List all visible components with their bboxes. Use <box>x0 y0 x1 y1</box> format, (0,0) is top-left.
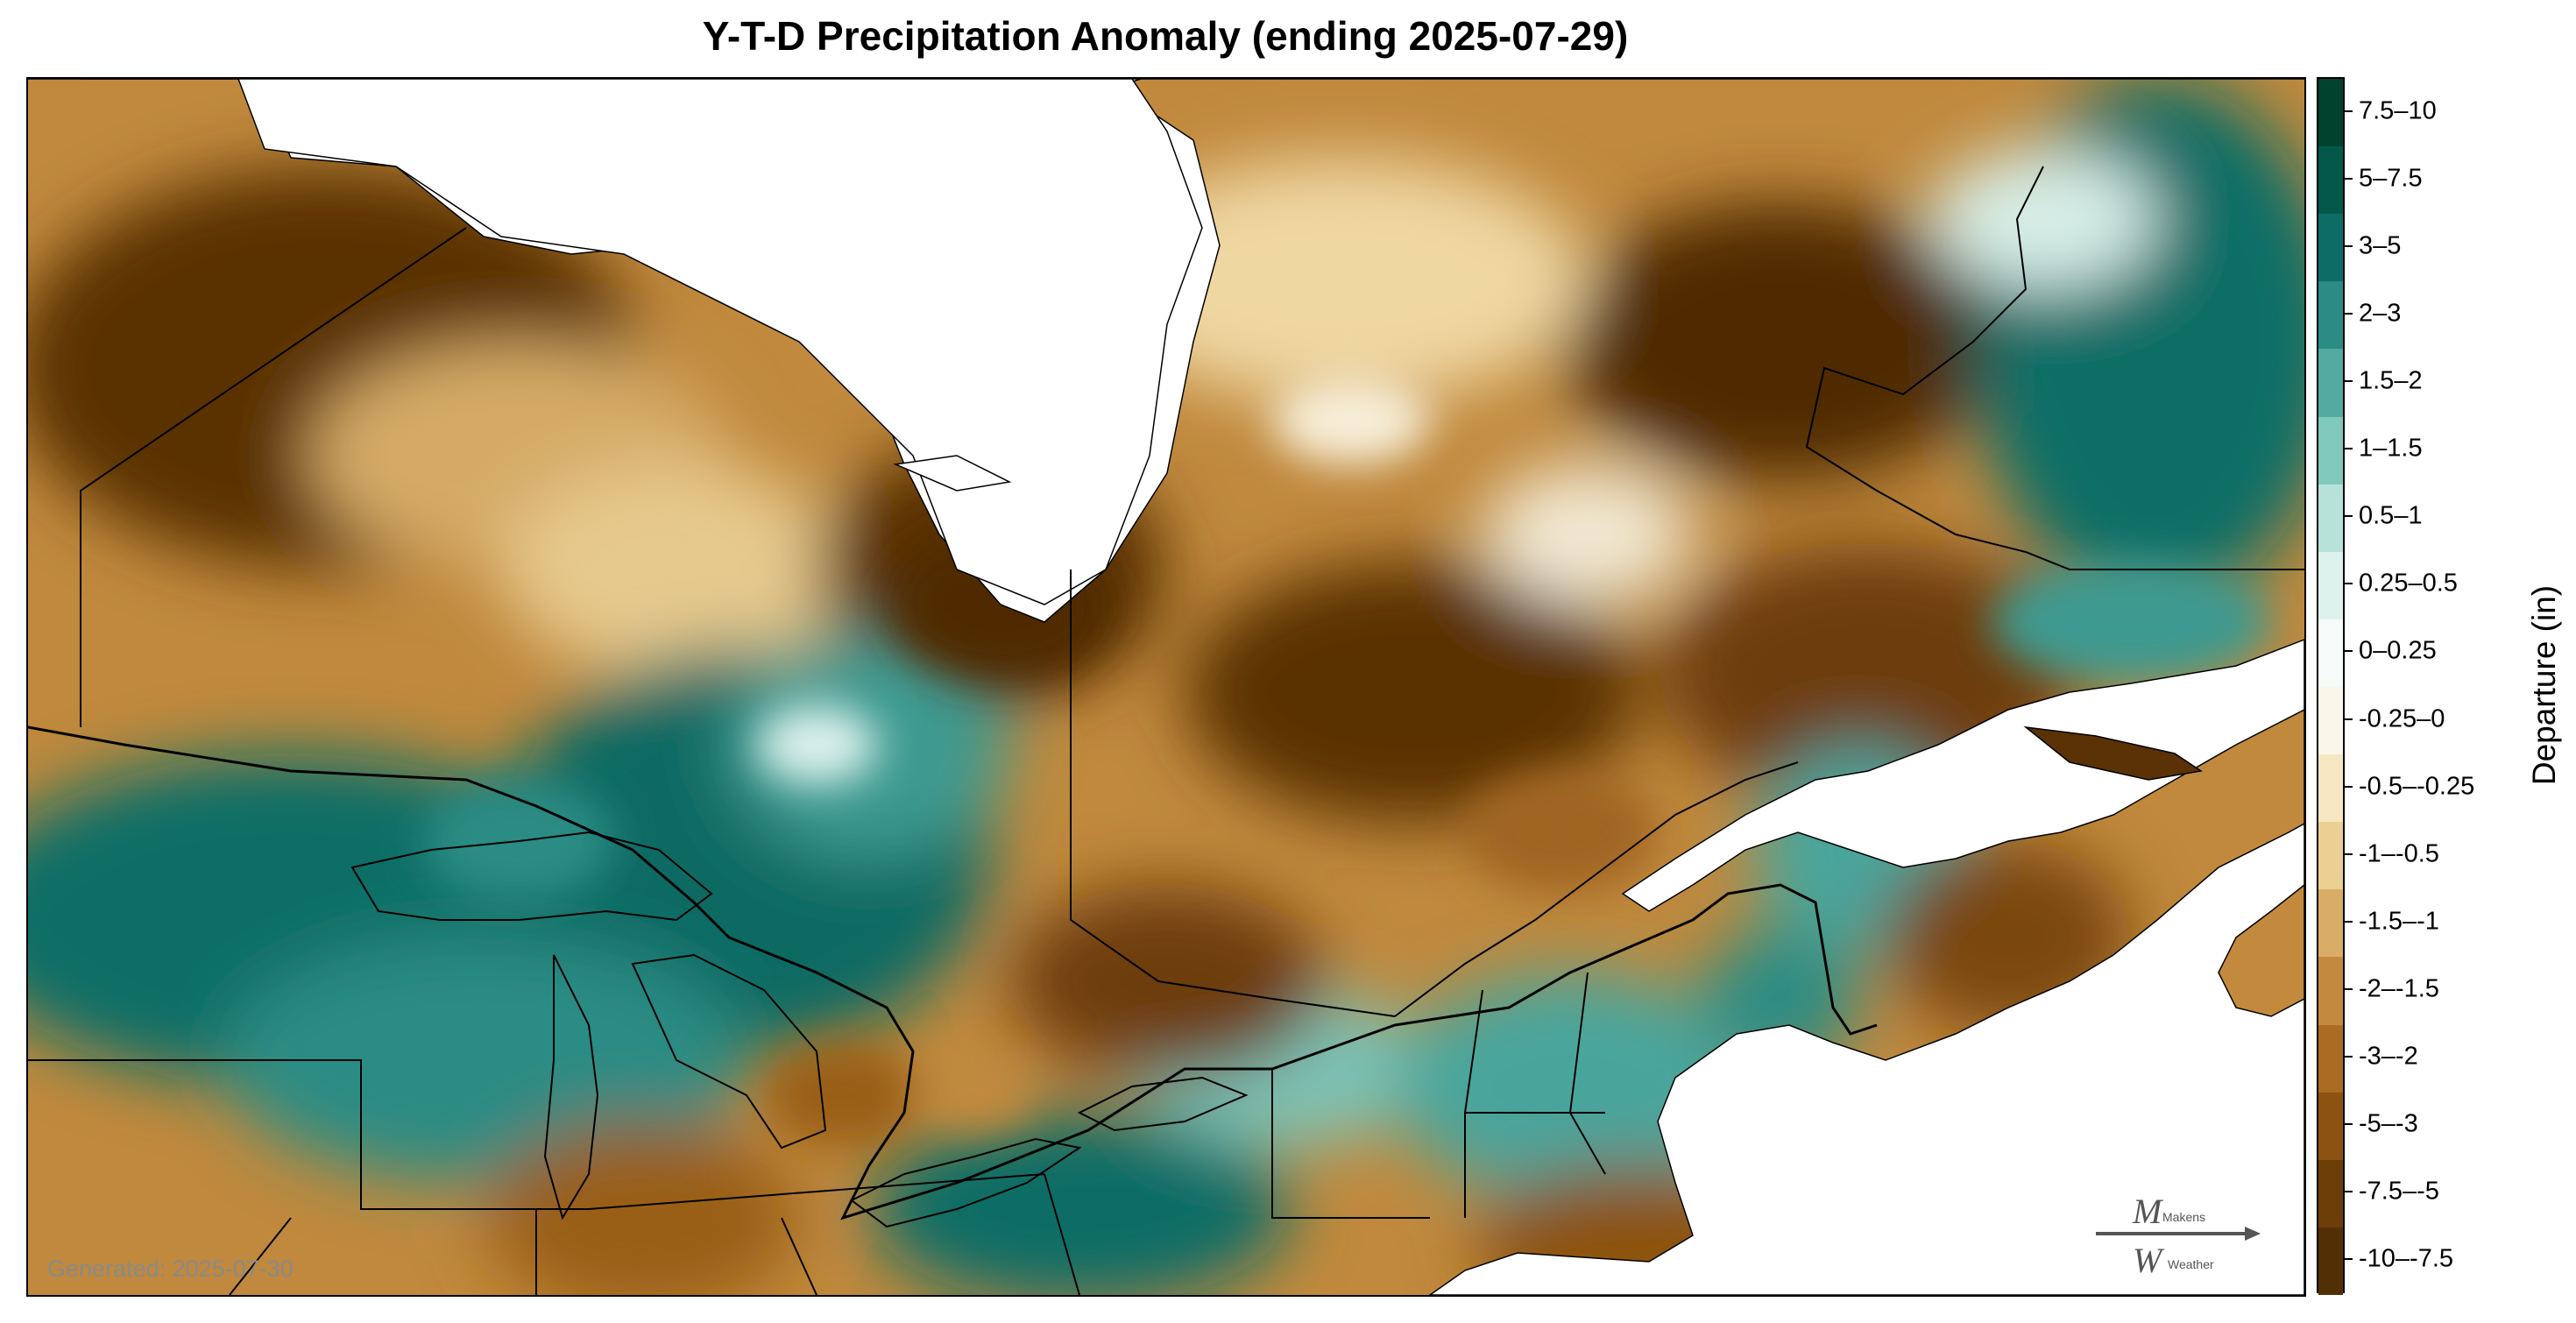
legend-label: 1.5–2 <box>2359 366 2423 395</box>
legend-tick <box>2345 583 2353 585</box>
legend-label: 0.5–1 <box>2359 501 2423 530</box>
legend-swatch <box>2318 1227 2343 1296</box>
page-title: Y-T-D Precipitation Anomaly (ending 2025… <box>702 13 1629 59</box>
legend-label: 3–5 <box>2359 231 2402 260</box>
manitoba-ontario-border <box>80 227 467 727</box>
legend-swatch <box>2318 1159 2343 1228</box>
legend-swatch <box>2318 822 2343 890</box>
labrador-quebec-border <box>1805 166 2304 570</box>
legend-label: 7.5–10 <box>2359 96 2437 125</box>
legend-label: 0.25–0.5 <box>2359 569 2458 598</box>
us-states <box>28 972 1606 1295</box>
legend-swatch <box>2318 416 2343 485</box>
gulf-of-st-lawrence <box>1621 639 2304 912</box>
makens-weather-logo: M Makens W Weather <box>2096 1192 2262 1280</box>
legend-label: -1–-0.5 <box>2359 839 2439 868</box>
legend-tick <box>2345 177 2353 180</box>
map-panel[interactable]: Generated: 2025-07-30 M Makens W Weather <box>26 77 2306 1297</box>
newfoundland <box>2218 884 2304 1017</box>
legend-swatch <box>2318 619 2343 688</box>
legend-label: 0–0.25 <box>2359 636 2437 665</box>
legend-swatch <box>2318 349 2343 418</box>
legend-tick <box>2345 515 2353 518</box>
legend-tick <box>2345 1056 2353 1058</box>
legend-swatch <box>2318 214 2343 282</box>
legend-swatch <box>2318 146 2343 215</box>
anticosti-island <box>2023 725 2203 781</box>
legend-tick <box>2345 920 2353 923</box>
legend-swatch <box>2318 79 2343 147</box>
legend-tick <box>2345 988 2353 990</box>
legend-tick <box>2345 448 2353 450</box>
james-bay-island <box>893 455 1012 492</box>
ontario-quebec-border <box>1070 570 1396 1017</box>
legend-swatch <box>2318 281 2343 350</box>
legend-tick <box>2345 312 2353 315</box>
legend-label: -1.5–-1 <box>2359 907 2439 936</box>
legend-swatch <box>2318 551 2343 620</box>
lake-ontario <box>1077 1076 1249 1132</box>
lake-superior <box>350 831 713 922</box>
legend-tick <box>2345 1191 2353 1193</box>
generated-timestamp: Generated: 2025-07-30 <box>47 1256 294 1282</box>
atlantic-ocean <box>1428 648 2304 1295</box>
legend-label: 5–7.5 <box>2359 164 2423 193</box>
legend-tick <box>2345 718 2353 720</box>
svg-text:Makens: Makens <box>2162 1210 2205 1224</box>
legend-label: -10–-7.5 <box>2359 1244 2454 1273</box>
legend-label: -0.25–0 <box>2359 704 2445 733</box>
legend-swatch <box>2318 889 2343 958</box>
legend-colorbar <box>2317 77 2345 1296</box>
legend-label: -2–-1.5 <box>2359 974 2439 1003</box>
legend-tick <box>2345 1258 2353 1261</box>
legend-title: Departure (in) <box>2526 584 2562 786</box>
hudson-bay-main <box>28 79 1203 605</box>
legend-tick <box>2345 853 2353 855</box>
svg-text:M: M <box>2132 1192 2164 1231</box>
legend-swatch <box>2318 754 2343 823</box>
legend-swatch <box>2318 484 2343 553</box>
legend-tick <box>2345 244 2353 247</box>
legend-swatch <box>2318 957 2343 1026</box>
legend-label: -0.5–-0.25 <box>2359 772 2475 801</box>
legend-label: -7.5–-5 <box>2359 1177 2439 1206</box>
legend-swatch <box>2318 687 2343 755</box>
legend-label: 2–3 <box>2359 299 2402 328</box>
svg-text:W: W <box>2133 1241 2165 1279</box>
legend-label: -3–-2 <box>2359 1042 2418 1071</box>
lake-michigan <box>543 954 599 1220</box>
legend-tick <box>2345 785 2353 788</box>
water-bodies <box>28 79 2304 1295</box>
st-lawrence-river <box>1394 761 1799 1017</box>
lake-huron <box>631 953 827 1150</box>
legend-tick <box>2345 1123 2353 1126</box>
lake-erie <box>850 1137 1082 1228</box>
legend-tick <box>2345 650 2353 653</box>
svg-text:Weather: Weather <box>2168 1257 2214 1271</box>
boundaries <box>28 166 2304 1295</box>
canada-us-border <box>28 725 1878 1220</box>
precipitation-anomaly-map[interactable] <box>28 79 2304 1295</box>
legend-tick <box>2345 380 2353 382</box>
great-lakes <box>350 831 1249 1228</box>
legend-swatch <box>2318 1024 2343 1093</box>
legend-tick <box>2345 110 2353 112</box>
legend-label: 1–1.5 <box>2359 434 2423 463</box>
legend-swatch <box>2318 1092 2343 1161</box>
legend-label: -5–-3 <box>2359 1109 2418 1138</box>
